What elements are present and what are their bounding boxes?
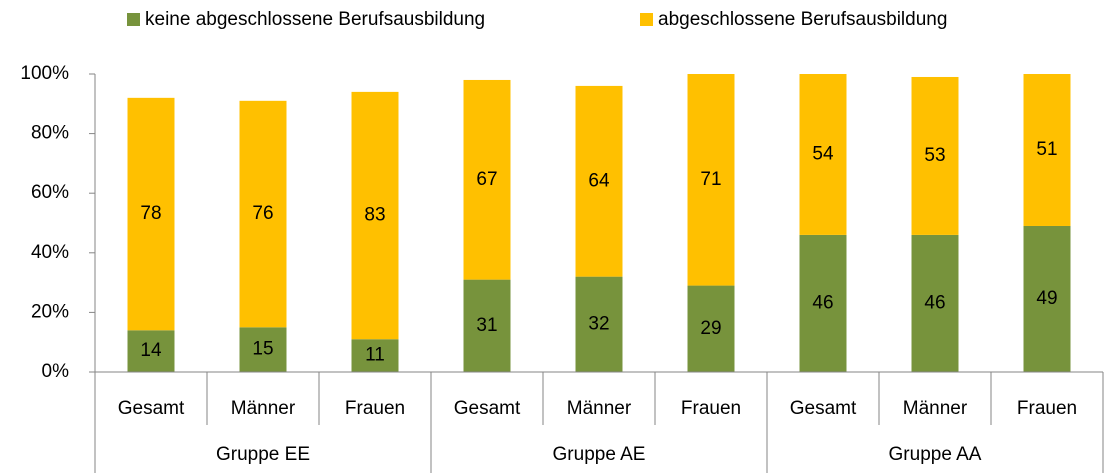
bar-segment — [799, 74, 847, 235]
bar-segment — [799, 234, 847, 372]
data-label: 64 — [588, 170, 610, 191]
data-label: 32 — [588, 313, 609, 334]
legend-label: keine abgeschlossene Berufsausbildung — [145, 9, 485, 30]
data-label: 15 — [252, 339, 273, 360]
y-tick-label: 20% — [31, 301, 69, 322]
x-tick-label: Männer — [903, 398, 968, 419]
x-tick-label: Frauen — [681, 398, 741, 419]
bar-segment — [575, 276, 623, 372]
bar-segment — [239, 100, 287, 328]
data-label: 54 — [812, 143, 834, 164]
y-tick-label: 100% — [20, 63, 69, 84]
data-label: 29 — [700, 318, 721, 339]
bar-segment — [687, 285, 735, 372]
bar-segment — [463, 279, 511, 372]
data-label: 71 — [700, 169, 721, 190]
x-tick-label: Gesamt — [454, 398, 521, 419]
x-tick-label: Frauen — [1017, 398, 1077, 419]
data-label: 46 — [924, 292, 945, 313]
group-label: Gruppe AE — [553, 444, 646, 465]
legend-swatch — [127, 13, 140, 26]
bar-segment — [1023, 225, 1071, 372]
x-tick-label: Männer — [231, 398, 296, 419]
x-tick-label: Frauen — [345, 398, 405, 419]
data-label: 83 — [364, 205, 385, 226]
x-tick-label: Gesamt — [118, 398, 185, 419]
group-label: Gruppe EE — [216, 444, 310, 465]
bar-segment — [463, 79, 511, 280]
data-label: 76 — [252, 203, 273, 224]
y-tick-label: 80% — [31, 123, 69, 144]
bar-segment — [575, 85, 623, 277]
x-tick-label: Männer — [567, 398, 632, 419]
bar-segment — [127, 97, 175, 331]
y-tick-label: 40% — [31, 242, 69, 263]
data-label: 49 — [1036, 288, 1057, 309]
bar-segment — [351, 91, 399, 340]
y-tick-label: 0% — [42, 361, 70, 382]
data-label: 31 — [476, 315, 497, 336]
y-tick-label: 60% — [31, 182, 69, 203]
bar-segment — [127, 330, 175, 372]
bar-segment — [1023, 74, 1071, 226]
bar-segment — [239, 327, 287, 372]
data-label: 14 — [140, 340, 162, 361]
legend-swatch — [640, 13, 653, 26]
x-tick-label: Gesamt — [790, 398, 857, 419]
data-label: 46 — [812, 292, 833, 313]
data-label: 11 — [365, 345, 385, 366]
bar-segment — [351, 339, 399, 372]
group-label: Gruppe AA — [889, 444, 982, 465]
data-label: 53 — [924, 145, 945, 166]
data-label: 78 — [140, 203, 161, 224]
bar-segment — [911, 234, 959, 372]
legend-label: abgeschlossene Berufsausbildung — [658, 9, 947, 30]
data-label: 51 — [1036, 139, 1057, 160]
data-label: 67 — [476, 169, 497, 190]
bar-segment — [911, 76, 959, 235]
bar-segment — [687, 74, 735, 286]
